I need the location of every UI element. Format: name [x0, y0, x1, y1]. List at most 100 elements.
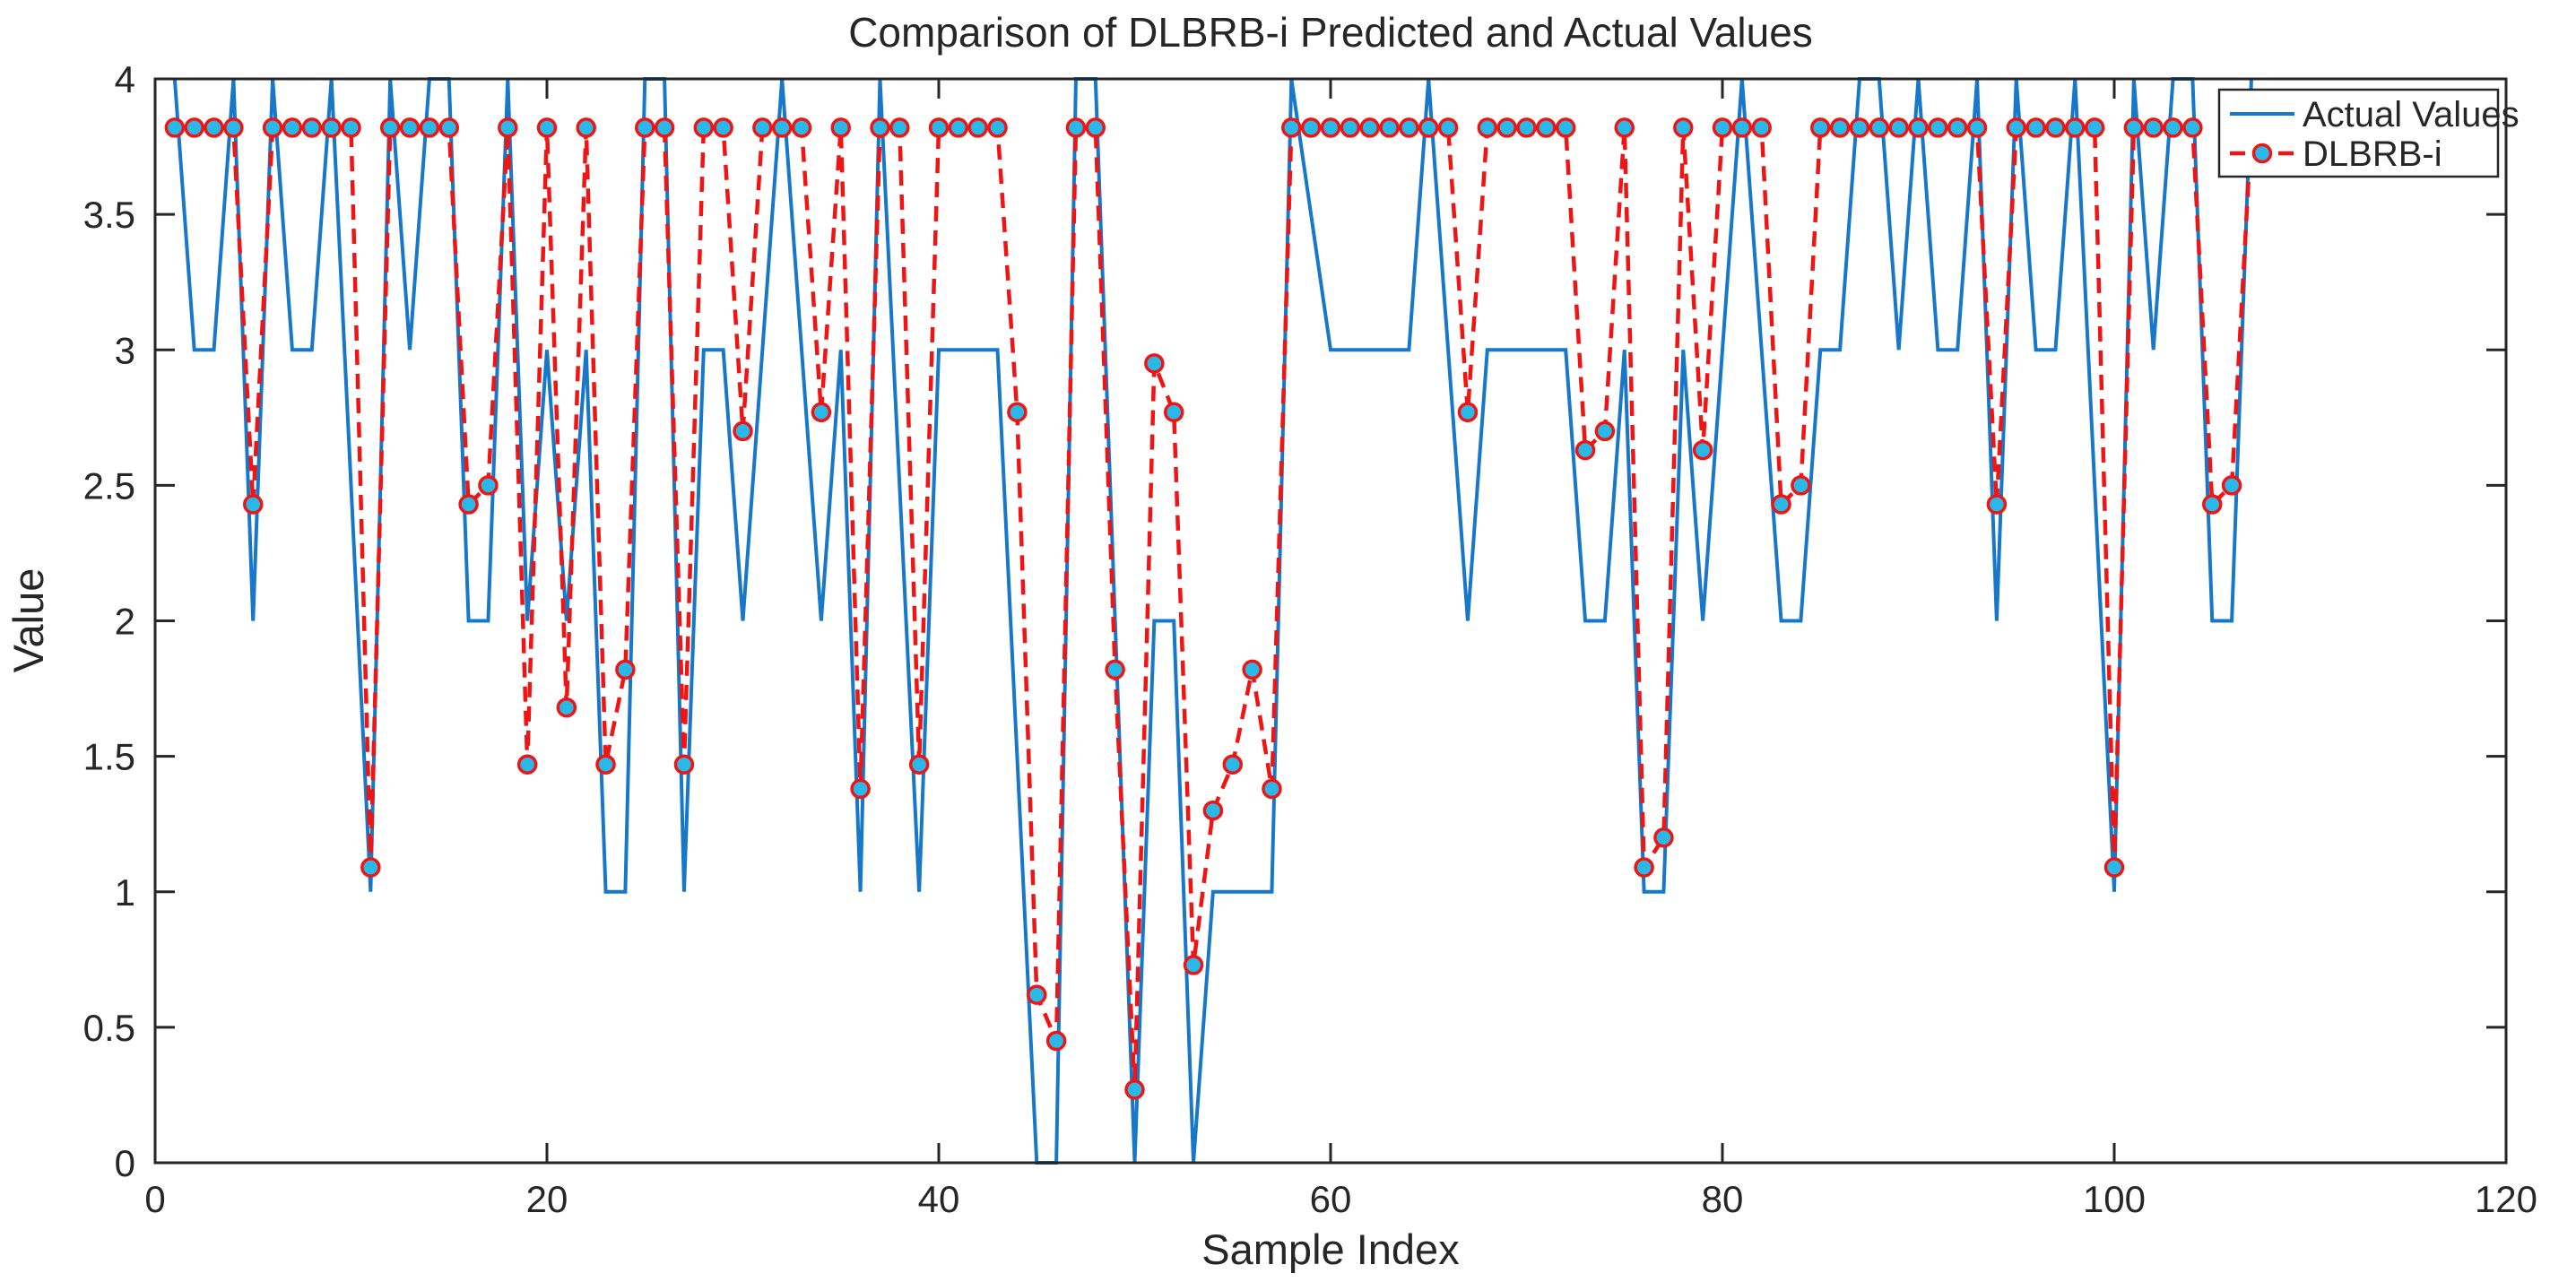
- dlbrb-marker: [1614, 117, 1635, 138]
- y-tick-label: 2: [115, 601, 135, 643]
- dlbrb-marker: [2065, 117, 2086, 138]
- dlbrb-marker: [713, 117, 733, 138]
- dlbrb-marker: [987, 117, 1008, 138]
- dlbrb-marker: [1163, 402, 1184, 423]
- dlbrb-marker: [1222, 754, 1243, 775]
- dlbrb-marker: [1477, 117, 1498, 138]
- dlbrb-marker: [791, 117, 812, 138]
- dlbrb-marker: [2025, 117, 2046, 138]
- dlbrb-marker: [771, 117, 793, 138]
- dlbrb-marker: [1085, 117, 1106, 138]
- dlbrb-marker: [673, 754, 695, 775]
- dlbrb-marker: [1555, 117, 1576, 138]
- dlbrb-marker: [223, 117, 244, 138]
- x-axis-label: Sample Index: [1201, 1226, 1459, 1273]
- x-tick-label: 20: [526, 1178, 568, 1220]
- dlbrb-marker: [928, 117, 950, 138]
- axis-ticks: [153, 77, 2508, 1165]
- dlbrb-marker: [321, 117, 342, 138]
- dlbrb-marker: [1496, 117, 1517, 138]
- dlbrb-marker: [1908, 117, 1929, 138]
- dlbrb-marker: [1829, 117, 1851, 138]
- dlbrb-marker: [635, 117, 655, 138]
- dlbrb-marker: [1399, 117, 1419, 138]
- dlbrb-marker: [1045, 1030, 1067, 1052]
- dlbrb-marker: [2163, 117, 2183, 138]
- y-axis-label: Value: [4, 568, 52, 673]
- dlbrb-marker: [1516, 117, 1537, 138]
- dlbrb-marker: [967, 117, 988, 138]
- legend: Actual Values DLBRB-i: [2217, 88, 2520, 178]
- dlbrb-marker: [184, 117, 204, 138]
- plot-box: [153, 77, 2508, 1165]
- dlbrb-marker: [1849, 117, 1870, 138]
- dlbrb-marker: [889, 117, 910, 138]
- y-tick-label: 3: [115, 329, 135, 371]
- dlbrb-marker: [2202, 494, 2223, 515]
- dlbrb-marker: [1731, 117, 1753, 138]
- dlbrb-marker: [1986, 494, 2008, 515]
- legend-actual-label: Actual Values: [2303, 95, 2520, 134]
- dlbrb-marker: [1262, 778, 1282, 800]
- dlbrb-marker: [1202, 800, 1224, 821]
- dlbrb-marker: [870, 117, 890, 138]
- dlbrb-predicted-line: [174, 126, 2254, 1090]
- dlbrb-marker: [1810, 117, 1831, 138]
- dlbrb-marker: [1027, 984, 1047, 1005]
- y-tick-label: 4: [115, 58, 135, 100]
- dlbrb-marker: [2143, 117, 2164, 138]
- dlbrb-marker: [1536, 117, 1557, 138]
- dlbrb-marker: [2182, 117, 2203, 138]
- dlbrb-marker: [536, 117, 558, 138]
- series-markers: [164, 117, 2262, 1100]
- dlbrb-marker: [458, 494, 479, 515]
- y-tick-labels: 0 0.5 1 1.5 2 2.5 3 3.5 4: [83, 58, 135, 1184]
- dlbrb-marker: [379, 117, 401, 138]
- data-series: [172, 77, 2254, 1165]
- dlbrb-marker: [1281, 117, 1302, 138]
- dlbrb-marker: [1574, 439, 1596, 461]
- dlbrb-marker: [576, 117, 596, 138]
- dlbrb-marker: [1947, 117, 1968, 138]
- dlbrb-marker: [1712, 117, 1733, 138]
- dlbrb-marker: [399, 117, 421, 138]
- dlbrb-marker: [360, 857, 381, 878]
- x-tick-label: 40: [918, 1178, 960, 1220]
- dlbrb-marker: [1340, 117, 1361, 138]
- dlbrb-marker: [752, 117, 773, 138]
- y-tick-label: 0.5: [83, 1007, 135, 1049]
- dlbrb-marker: [1183, 955, 1204, 975]
- dlbrb-marker: [1594, 420, 1616, 442]
- dlbrb-marker: [1653, 827, 1674, 848]
- dlbrb-marker: [1437, 117, 1459, 138]
- dlbrb-marker: [1300, 117, 1322, 138]
- dlbrb-marker: [498, 117, 518, 138]
- dlbrb-marker: [1105, 659, 1125, 680]
- dlbrb-marker: [1634, 857, 1654, 878]
- dlbrb-marker: [1692, 439, 1713, 461]
- dlbrb-marker: [419, 117, 440, 138]
- dlbrb-marker: [1320, 117, 1341, 138]
- dlbrb-marker: [1751, 117, 1772, 138]
- dlbrb-marker: [693, 117, 715, 138]
- legend-dlbrb-marker-sample: [2251, 143, 2273, 164]
- dlbrb-marker: [1065, 117, 1087, 138]
- dlbrb-marker: [478, 475, 499, 496]
- dlbrb-marker: [948, 117, 969, 138]
- dlbrb-marker: [830, 117, 851, 138]
- dlbrb-marker: [1124, 1079, 1145, 1100]
- dlbrb-marker: [282, 117, 303, 138]
- dlbrb-marker: [2123, 117, 2145, 138]
- y-tick-label: 1.5: [83, 736, 135, 778]
- dlbrb-marker: [341, 117, 361, 138]
- dlbrb-marker: [1888, 117, 1909, 138]
- dlbrb-marker: [1869, 117, 1890, 138]
- dlbrb-marker: [1966, 117, 1988, 138]
- dlbrb-marker: [1418, 117, 1439, 138]
- dlbrb-marker: [2045, 117, 2066, 138]
- x-tick-label: 120: [2475, 1178, 2537, 1220]
- dlbrb-marker: [243, 494, 264, 515]
- dlbrb-marker: [1242, 659, 1262, 680]
